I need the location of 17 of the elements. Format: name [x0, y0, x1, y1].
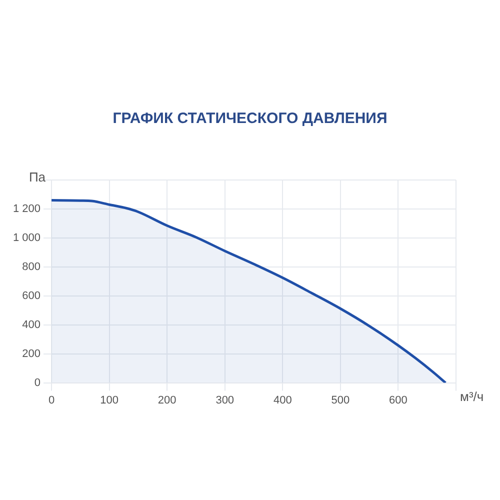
x-tick-label: 500 — [331, 394, 350, 406]
x-tick-label: 300 — [216, 394, 234, 406]
y-tick-label: 0 — [34, 376, 41, 389]
y-tick-label: 1 200 — [12, 203, 41, 216]
x-tick-label: 400 — [273, 394, 292, 406]
y-tick-label: 1 000 — [12, 232, 41, 244]
chart-title: ГРАФИК СТАТИЧЕСКОГО ДАВЛЕНИЯ — [112, 110, 388, 127]
y-tick-label: 200 — [22, 348, 41, 360]
y-tick-label: 600 — [22, 290, 41, 302]
y-tick-label: 400 — [22, 318, 41, 331]
x-axis-title: м³/ч — [460, 388, 484, 404]
x-tick-label: 100 — [100, 394, 118, 406]
y-axis-title: Па — [28, 170, 46, 185]
x-tick-label: 0 — [48, 394, 55, 406]
x-tick-label: 200 — [158, 394, 176, 406]
x-tick-label: 600 — [389, 394, 408, 406]
y-tick-label: 800 — [22, 260, 41, 273]
